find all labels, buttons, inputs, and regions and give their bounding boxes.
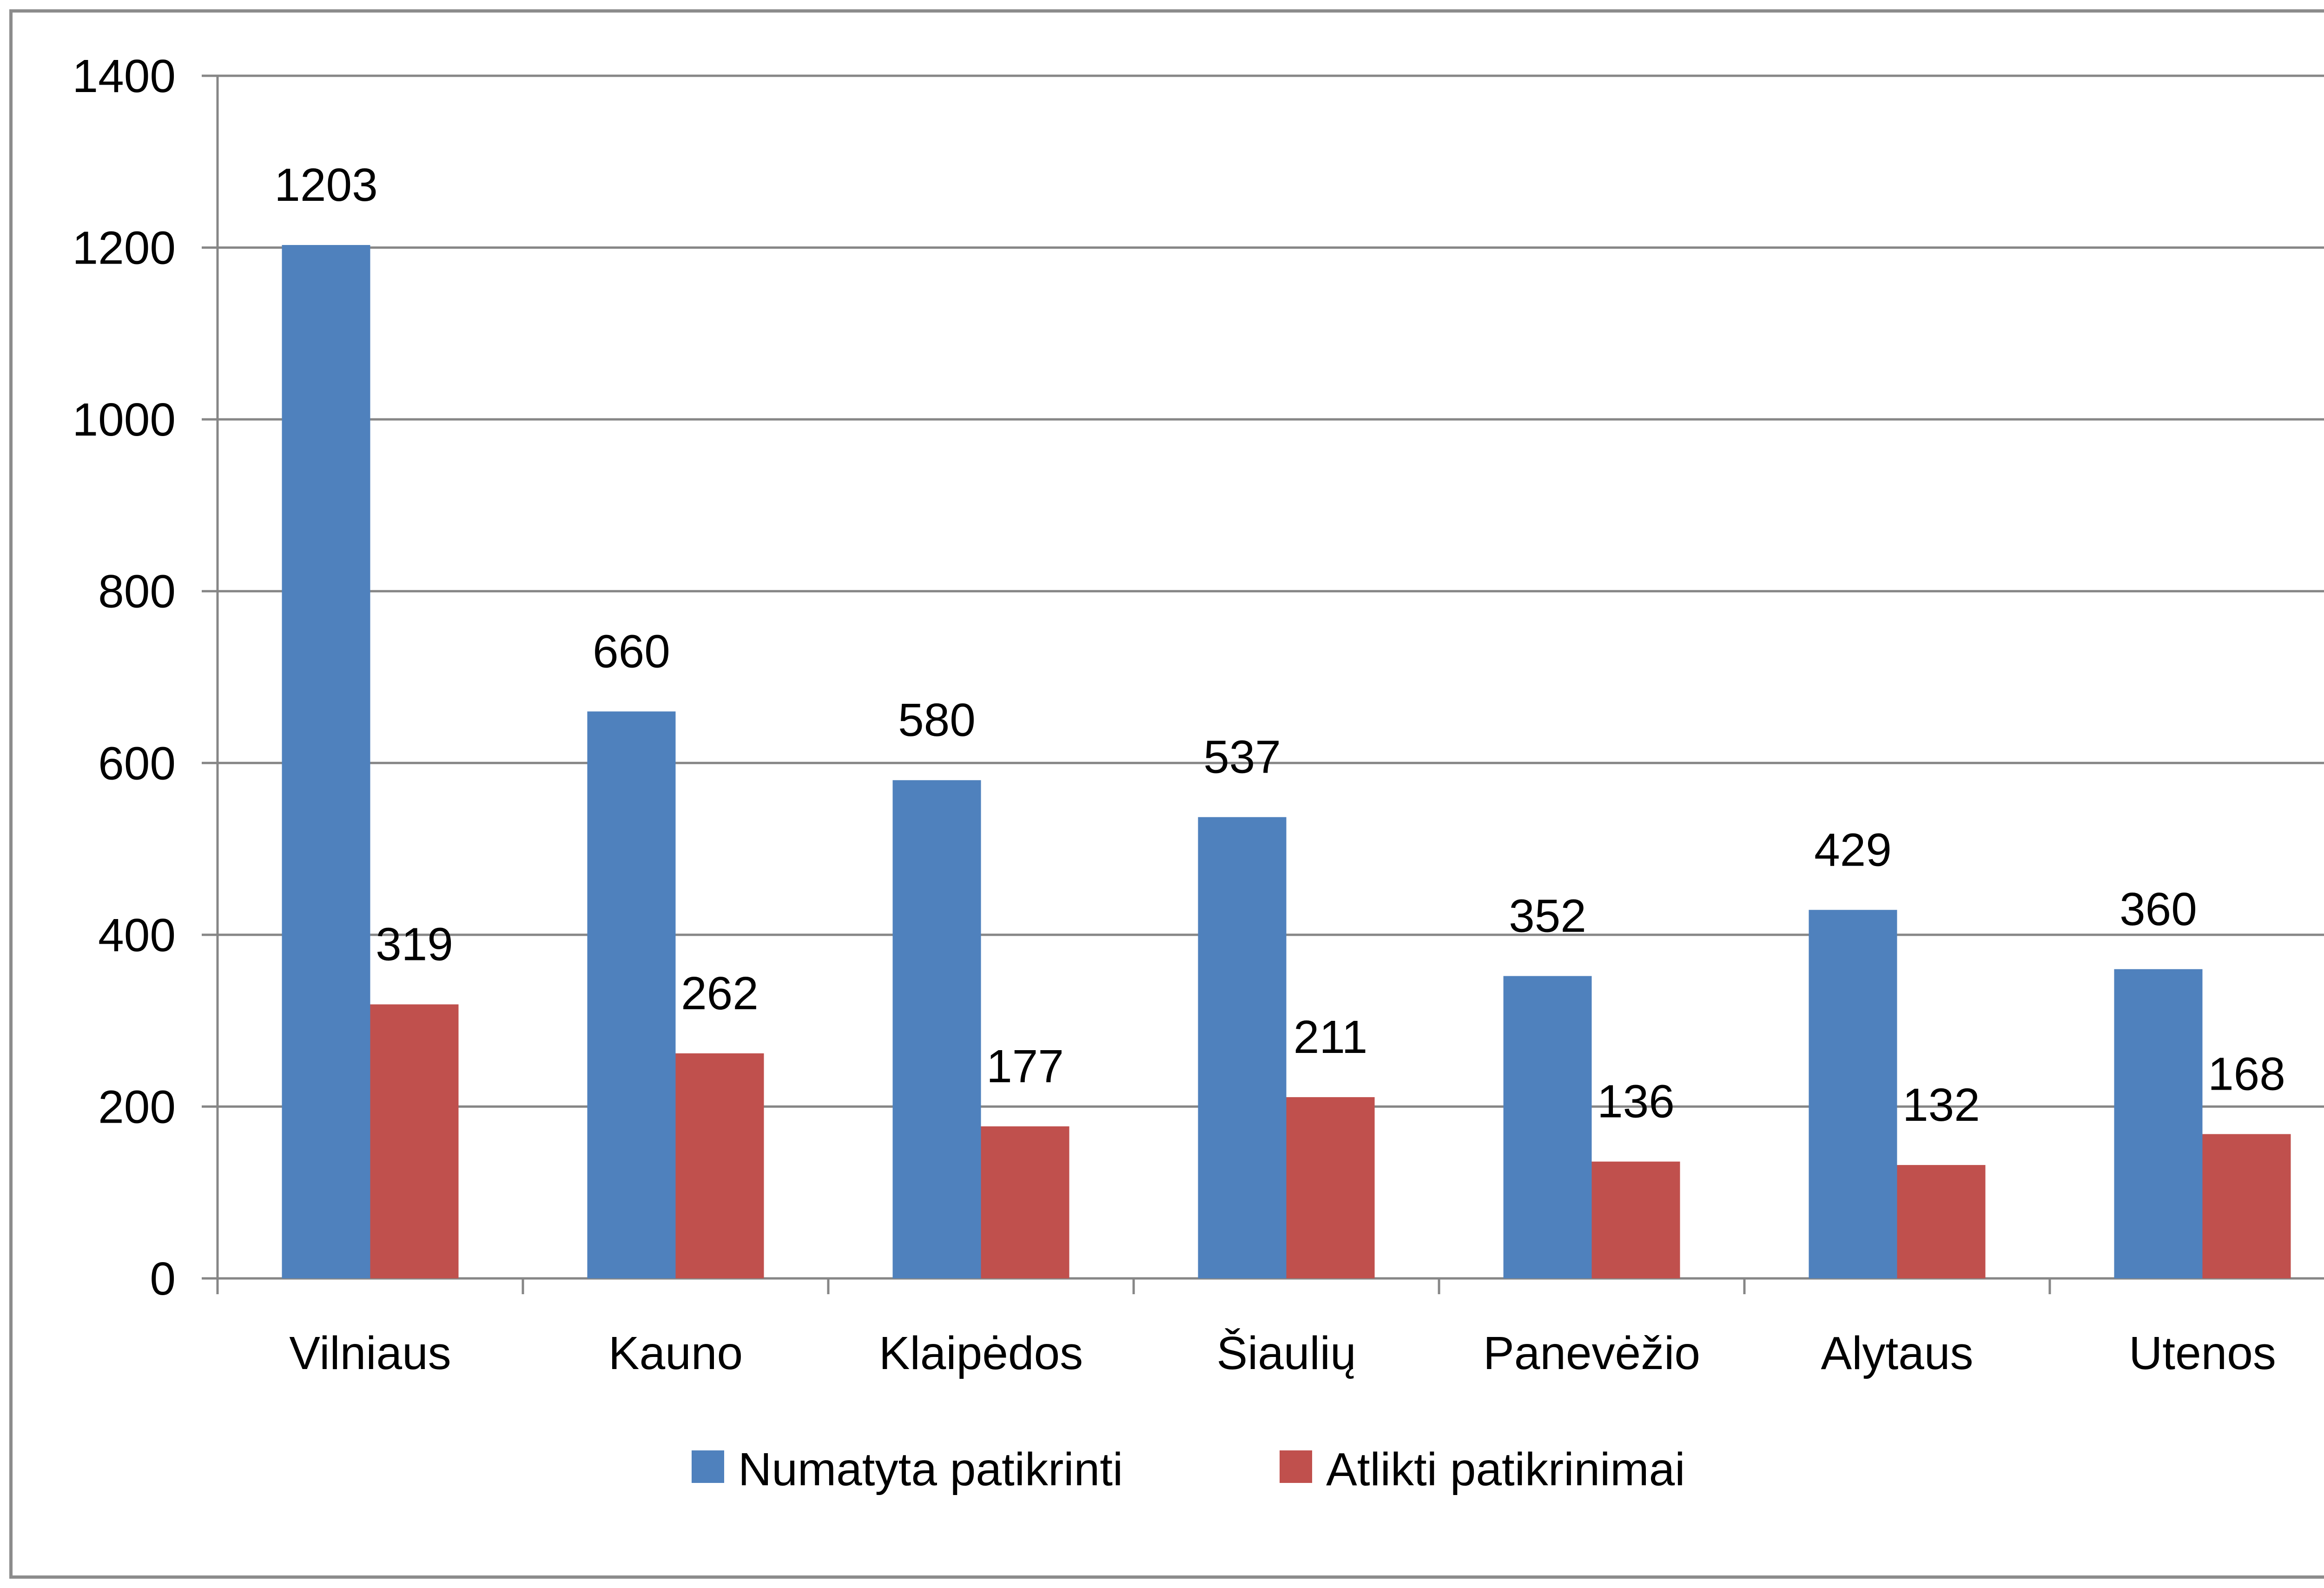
bar-atlikti: [1286, 1097, 1375, 1278]
legend-label: Atlikti patikrinimai: [1326, 1443, 1685, 1495]
x-tick-label: Kauno: [608, 1327, 743, 1379]
data-label: 136: [1597, 1076, 1675, 1128]
data-labels: 1203 319 660 262 580 177 537 211 352 136 429 132 360…: [274, 159, 2285, 1131]
legend: Numatyta patikrinti Atlikti patikrinimai: [692, 1443, 1685, 1495]
data-label: 319: [376, 919, 453, 971]
y-tick-label: 0: [150, 1253, 176, 1305]
data-label: 580: [898, 694, 976, 746]
data-label: 132: [1902, 1079, 1980, 1131]
bar-numatyta: [2114, 969, 2203, 1278]
bar-atlikti: [370, 1004, 459, 1278]
y-tick-label: 600: [98, 737, 176, 789]
legend-swatch: [692, 1450, 724, 1483]
x-tick-label: Panevėžio: [1483, 1327, 1700, 1379]
bar-atlikti: [981, 1126, 1070, 1278]
data-label: 177: [986, 1040, 1064, 1092]
data-label: 1203: [274, 159, 377, 211]
chart-frame: [9, 9, 2324, 1579]
x-tick-label: Šiaulių: [1216, 1327, 1356, 1379]
y-tick-label: 1200: [73, 222, 176, 274]
y-tick-label: 400: [98, 909, 176, 961]
data-label: 537: [1203, 731, 1281, 783]
y-tick-label: 1400: [73, 50, 176, 102]
bar-numatyta: [1503, 976, 1592, 1278]
x-tick-label: Utenos: [2129, 1327, 2276, 1379]
bar-atlikti: [1591, 1161, 1680, 1278]
y-tick-label: 800: [98, 566, 176, 618]
bar-numatyta: [1198, 817, 1287, 1278]
bar-numatyta: [282, 245, 370, 1278]
bar-atlikti: [675, 1053, 764, 1278]
data-label: 352: [1509, 890, 1586, 942]
data-label: 168: [2208, 1048, 2285, 1100]
data-label: 211: [1294, 1011, 1367, 1063]
data-label: 660: [593, 625, 670, 677]
y-tick-label: 1000: [73, 394, 176, 446]
bars: [282, 245, 2291, 1278]
x-tick-label: Vilniaus: [289, 1327, 451, 1379]
y-tick-label: 200: [98, 1081, 176, 1133]
data-label: 262: [681, 967, 759, 1019]
x-tick-label: Alytaus: [1821, 1327, 1974, 1379]
data-label: 360: [2119, 883, 2197, 935]
axes: 0 200 400 600 800 1000 1200 1400 Vilniaus Kauno Kl…: [73, 50, 2324, 1379]
bar-atlikti: [1897, 1165, 1986, 1278]
bar-numatyta: [892, 780, 981, 1278]
bar-atlikti: [2202, 1134, 2291, 1278]
x-tick-label: Klaipėdos: [879, 1327, 1083, 1379]
bar-numatyta: [587, 711, 676, 1278]
data-label: 429: [1814, 824, 1892, 876]
bar-numatyta: [1809, 910, 1897, 1278]
legend-swatch: [1280, 1450, 1312, 1483]
legend-label: Numatyta patikrinti: [738, 1443, 1123, 1495]
